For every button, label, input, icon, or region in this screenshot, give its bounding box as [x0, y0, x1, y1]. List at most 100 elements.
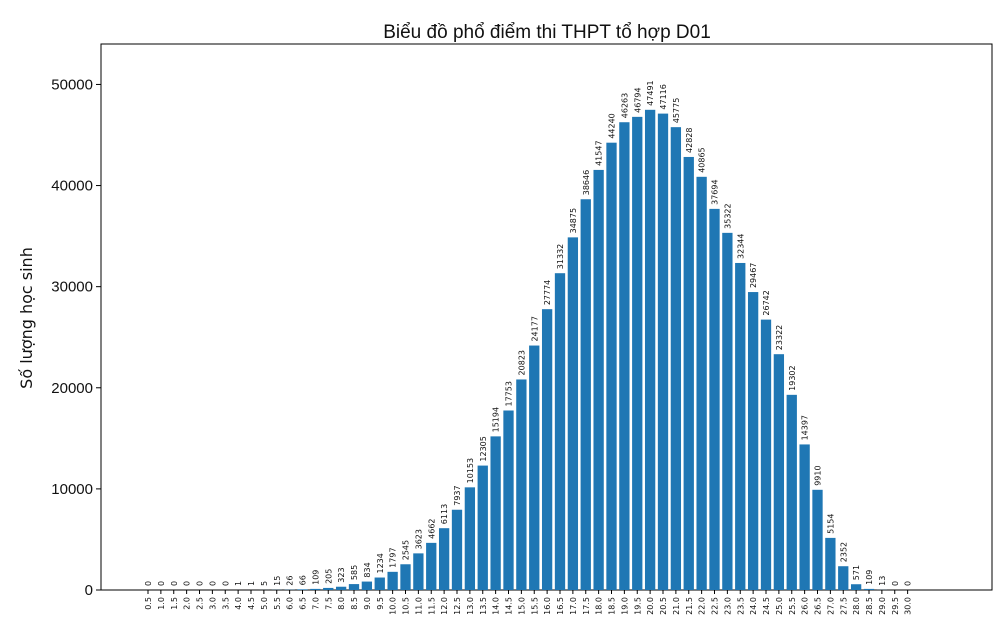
x-tick-label: 16.5: [556, 597, 565, 615]
bar-value-label: 24177: [530, 316, 539, 341]
x-tick-label: 12.5: [453, 597, 462, 615]
x-tick-label: 9.5: [376, 597, 385, 610]
bar: [477, 465, 488, 590]
bar-value-label: 17753: [505, 381, 514, 406]
bar-value-label: 0: [196, 581, 205, 586]
x-tick-label: 25.0: [775, 597, 784, 615]
bar-value-label: 7937: [453, 485, 462, 505]
x-tick-label: 0.5: [144, 597, 153, 610]
bar: [529, 345, 540, 590]
bar-value-label: 1234: [376, 553, 385, 573]
bar-value-label: 0: [208, 581, 217, 586]
bar: [657, 113, 669, 590]
x-tick-label: 6.5: [299, 597, 308, 610]
bar: [850, 584, 862, 590]
x-tick-label: 15.0: [517, 597, 526, 615]
bar-value-label: 2545: [402, 540, 411, 560]
bar-value-label: 13: [878, 576, 887, 586]
bar: [413, 553, 424, 590]
y-axis-label: Số lượng học sinh: [17, 247, 36, 389]
bar: [323, 587, 334, 590]
x-tick-label: 4.0: [234, 597, 243, 610]
x-tick-label: 20.5: [659, 597, 668, 615]
bar: [516, 379, 527, 590]
x-tick-label: 16.0: [543, 597, 552, 615]
bar-value-label: 14397: [801, 415, 810, 440]
bar-value-label: 15194: [492, 407, 501, 432]
bar-value-label: 46263: [620, 93, 629, 118]
x-tick-label: 23.0: [723, 597, 732, 615]
bar-value-label: 109: [311, 570, 320, 585]
bar: [747, 292, 759, 590]
bar: [619, 122, 630, 590]
x-tick-label: 8.0: [337, 597, 346, 610]
x-tick-label: 28.5: [865, 597, 874, 615]
x-tick-label: 17.5: [582, 597, 591, 615]
bar: [644, 109, 656, 590]
bar: [722, 232, 733, 590]
bar-value-label: 26: [286, 576, 295, 586]
bar-value-label: 35322: [723, 203, 732, 228]
x-tick-label: 29.0: [878, 597, 887, 615]
x-tick-label: 14.0: [492, 597, 501, 615]
x-tick-label: 26.0: [801, 597, 810, 615]
bar: [426, 542, 437, 590]
bar: [361, 581, 373, 590]
bar: [709, 208, 720, 591]
x-tick-label: 20.0: [646, 597, 655, 615]
bar-value-label: 45775: [672, 98, 681, 123]
bar-value-label: 0: [157, 581, 166, 586]
bar-value-label: 0: [183, 581, 192, 586]
x-tick-label: 28.0: [852, 597, 861, 615]
data-labels: 0 0 0 0 0 0 0 1 1 5 15 26 66 109 205 323 585 834 1234 1797 2…: [144, 80, 913, 586]
x-tick-label: 15.5: [530, 597, 539, 615]
x-tick-label: 18.0: [595, 597, 604, 615]
bar: [335, 586, 347, 590]
y-tick-label: 10000: [51, 481, 93, 498]
bar: [670, 127, 682, 591]
bar: [348, 584, 360, 590]
bar-value-label: 29467: [749, 263, 758, 288]
bar: [632, 116, 643, 591]
bar-value-label: 37694: [711, 179, 720, 204]
bar-value-label: 0: [170, 581, 179, 586]
bar: [310, 588, 321, 590]
bar: [812, 489, 823, 590]
x-tick-label: 8.5: [350, 597, 359, 610]
y-tick-label: 50000: [51, 76, 93, 93]
bar: [297, 589, 308, 590]
x-tick-label: 27.0: [826, 597, 835, 615]
bar: [438, 528, 450, 590]
bar-value-label: 41547: [595, 140, 604, 165]
x-tick-label: 22.5: [711, 597, 720, 615]
bar: [786, 394, 797, 590]
bar: [374, 577, 385, 590]
bar: [760, 319, 772, 590]
bar-value-label: 15: [273, 576, 282, 586]
bar-value-label: 47491: [646, 80, 655, 105]
bars: [232, 109, 888, 591]
bar-value-label: 12305: [479, 436, 488, 461]
bar: [387, 571, 398, 590]
bar: [541, 309, 553, 590]
x-tick-label: 17.0: [569, 597, 578, 615]
bar: [400, 564, 411, 590]
bar-value-label: 19302: [788, 365, 797, 390]
x-tick-label: 27.5: [839, 597, 848, 615]
bar-value-label: 3623: [414, 529, 423, 549]
x-tick-label: 7.5: [324, 597, 333, 610]
x-tick-label: 13.0: [466, 597, 475, 615]
x-tick-label: 2.5: [196, 597, 205, 610]
x-tick-label: 21.5: [685, 597, 694, 615]
bar: [838, 566, 849, 590]
x-tick-label: 24.0: [749, 597, 758, 615]
bar-value-label: 46794: [633, 87, 642, 112]
x-tick-label: 12.0: [440, 597, 449, 615]
bar-value-label: 205: [324, 569, 333, 584]
bar-value-label: 585: [350, 565, 359, 580]
bar: [451, 509, 463, 590]
bar-value-label: 0: [904, 581, 913, 586]
bar: [799, 444, 810, 590]
bar-value-label: 42828: [685, 128, 694, 153]
